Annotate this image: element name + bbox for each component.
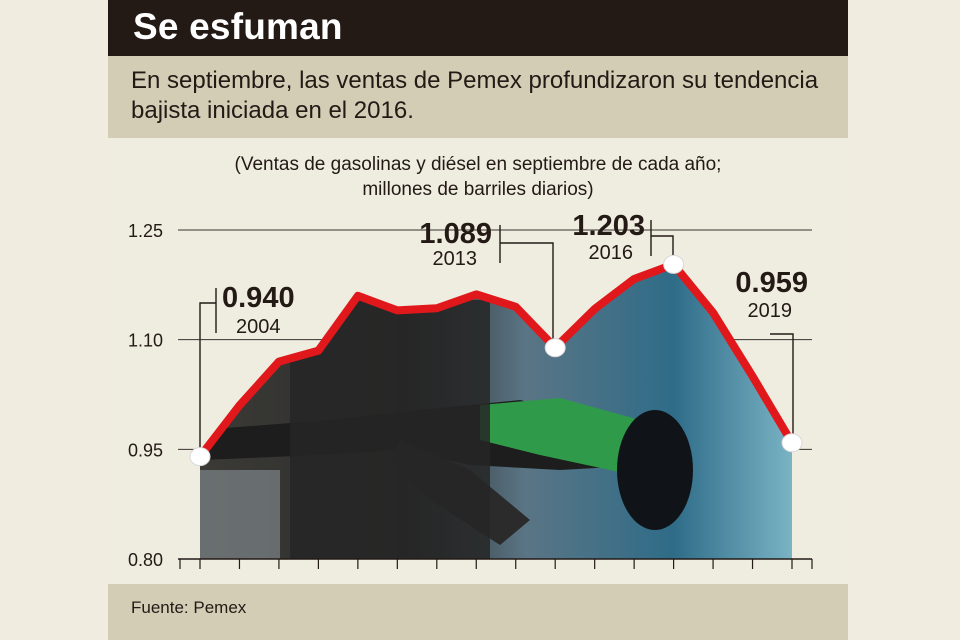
source-note: Fuente: Pemex [131,598,247,617]
title-bar [108,0,848,56]
units-note: (Ventas de gasolinas y diésel en septiem… [108,152,848,202]
data-year-label: 2016 [589,242,634,264]
data-point-marker [781,433,803,453]
data-value-label: 0.940 [222,282,295,314]
data-point-marker [189,447,211,467]
data-value-label: 1.203 [572,210,645,242]
data-point-marker [544,338,566,358]
y-tick-label: 1.25 [128,221,163,241]
series-line-path [196,260,796,461]
callout-leaders [199,220,794,455]
data-value-label: 1.089 [419,218,492,250]
y-tick-label: 0.80 [128,550,163,570]
y-tick-label: 0.95 [128,440,163,460]
y-tick-label: 1.10 [128,331,163,351]
data-year-label: 2019 [748,300,793,322]
callout-leader-1 [499,225,554,350]
subtitle-box [108,56,848,138]
data-point-marker [663,254,685,274]
car-shape [200,470,280,559]
data-value-label: 0.959 [735,267,808,299]
axes: 1.25 1.10 0.95 0.80 [128,221,813,570]
area-photo [200,264,792,559]
data-year-label: 2013 [433,248,478,270]
callout-leader-2 [650,220,674,262]
chart-subtitle: En septiembre, las ventas de Pemex profu… [131,67,819,124]
callout-leader-3 [770,333,794,442]
callout-leader-0 [199,288,217,455]
source-box [108,584,848,640]
fuel-inlet-shape [617,410,693,530]
units-note-line-2: millones de barriles diarios) [362,179,594,200]
photo-area [200,264,792,559]
units-note-line-1: (Ventas de gasolinas y diésel en septiem… [234,154,722,175]
chart-title: Se esfuman [133,6,343,47]
series-line [196,260,796,461]
data-year-label: 2004 [236,316,281,338]
person-shape [290,300,490,559]
markers [189,254,803,467]
